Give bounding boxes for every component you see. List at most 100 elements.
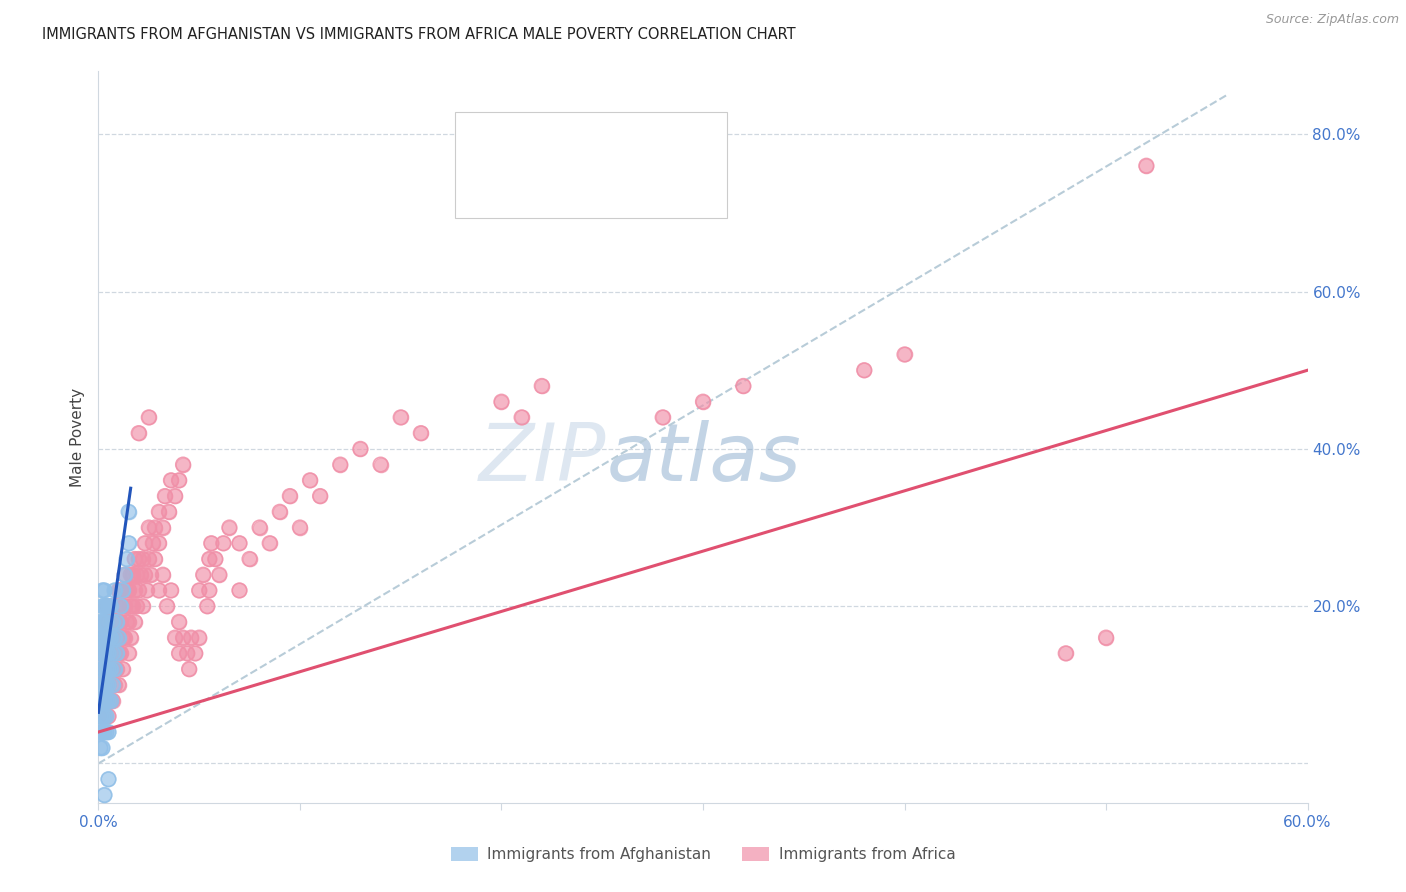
Point — [160, 473, 183, 487]
Point — [198, 552, 221, 566]
Point — [142, 536, 165, 550]
Point — [100, 599, 122, 614]
Point — [96, 725, 118, 739]
Point — [103, 662, 125, 676]
Point — [110, 615, 132, 629]
Point — [111, 583, 134, 598]
Point — [111, 583, 134, 598]
Point — [93, 709, 115, 723]
Point — [100, 693, 122, 707]
Point — [409, 426, 432, 441]
Point — [97, 662, 120, 676]
Point — [893, 347, 915, 361]
Point — [97, 646, 120, 660]
Point — [163, 631, 186, 645]
Point — [89, 678, 111, 692]
Point — [91, 631, 114, 645]
Point — [91, 662, 114, 676]
Point — [491, 394, 513, 409]
Point — [111, 631, 134, 645]
Point — [96, 599, 118, 614]
Point — [132, 552, 155, 566]
Point — [278, 489, 301, 503]
Point — [118, 505, 141, 519]
Point — [91, 662, 114, 676]
Point — [120, 567, 142, 582]
Point — [101, 678, 124, 692]
Point — [93, 693, 115, 707]
Point — [96, 615, 118, 629]
Point — [249, 520, 271, 534]
Point — [491, 394, 513, 409]
Point — [111, 662, 134, 676]
Point — [157, 505, 180, 519]
Point — [103, 583, 125, 598]
Point — [89, 646, 111, 660]
Point — [96, 646, 118, 660]
Point — [96, 631, 118, 645]
Point — [91, 646, 114, 660]
Legend: Immigrants from Afghanistan, Immigrants from Africa: Immigrants from Afghanistan, Immigrants … — [444, 841, 962, 868]
Point — [152, 567, 174, 582]
Point — [100, 662, 122, 676]
Point — [349, 442, 371, 456]
Point — [100, 662, 122, 676]
Point — [93, 725, 115, 739]
Point — [105, 646, 128, 660]
Point — [93, 709, 115, 723]
Point — [409, 426, 432, 441]
Point — [93, 693, 115, 707]
Point — [96, 725, 118, 739]
Point — [138, 552, 160, 566]
Point — [101, 662, 124, 676]
Point — [129, 567, 152, 582]
Point — [228, 583, 250, 598]
Point — [193, 567, 215, 582]
Point — [152, 567, 174, 582]
Point — [239, 552, 262, 566]
Point — [148, 536, 170, 550]
Point — [198, 583, 221, 598]
Point — [97, 725, 120, 739]
Point — [110, 583, 132, 598]
Point — [148, 505, 170, 519]
Point — [103, 662, 125, 676]
Point — [101, 646, 124, 660]
Point — [692, 394, 714, 409]
Point — [93, 583, 115, 598]
Point — [91, 662, 114, 676]
Y-axis label: Male Poverty: Male Poverty — [70, 387, 86, 487]
Point — [100, 693, 122, 707]
Point — [180, 631, 202, 645]
Point — [115, 552, 138, 566]
Point — [198, 583, 221, 598]
Point — [97, 631, 120, 645]
Point — [288, 520, 311, 534]
Point — [167, 615, 190, 629]
Point — [172, 631, 194, 645]
Point — [118, 646, 141, 660]
Point — [125, 599, 148, 614]
Point — [124, 552, 146, 566]
Point — [120, 631, 142, 645]
Point — [278, 489, 301, 503]
Point — [97, 662, 120, 676]
Point — [259, 536, 281, 550]
Point — [89, 678, 111, 692]
Point — [114, 631, 136, 645]
Point — [692, 394, 714, 409]
Point — [129, 567, 152, 582]
Point — [100, 631, 122, 645]
Point — [101, 631, 124, 645]
Point — [115, 615, 138, 629]
Point — [349, 442, 371, 456]
Point — [208, 567, 231, 582]
Point — [118, 646, 141, 660]
Point — [118, 615, 141, 629]
Point — [105, 662, 128, 676]
Point — [97, 678, 120, 692]
Point — [228, 536, 250, 550]
Point — [138, 410, 160, 425]
Point — [135, 583, 157, 598]
Point — [103, 583, 125, 598]
